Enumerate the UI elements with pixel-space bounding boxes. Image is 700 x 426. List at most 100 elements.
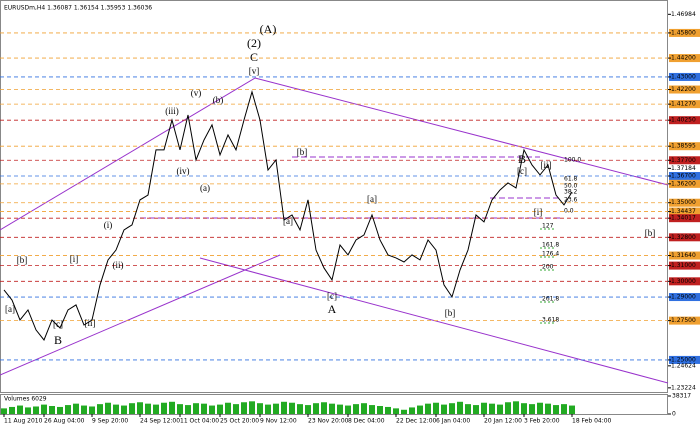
wave-label: [c] xyxy=(53,319,63,329)
volume-bar xyxy=(545,403,551,414)
fib-label: 100.0 xyxy=(564,157,581,164)
volume-bar xyxy=(497,404,503,414)
wave-label: (a) xyxy=(200,183,210,193)
volume-bar xyxy=(65,405,71,414)
fib-label: 261.8 xyxy=(542,296,559,303)
volume-bar xyxy=(81,405,87,414)
fib-label: 38.2 xyxy=(564,189,578,196)
volume-bar xyxy=(73,403,79,414)
fib-label: 23.6 xyxy=(564,197,578,204)
x-tick-label: 9 Nov 12:00 xyxy=(260,418,297,425)
volume-bar xyxy=(345,405,351,414)
fib-label: 176.4 xyxy=(542,251,559,258)
volume-bar xyxy=(553,405,559,414)
level-box xyxy=(669,277,700,286)
volume-bar xyxy=(281,401,287,414)
volume-bar xyxy=(449,403,455,414)
volume-bar xyxy=(265,404,271,414)
x-tick-label: 24 Sep 12:00 xyxy=(140,418,180,425)
volume-bar xyxy=(369,405,375,414)
volume-bar xyxy=(1,408,7,414)
level-box xyxy=(669,116,700,125)
fib-label: 0.0 xyxy=(564,208,574,215)
y-tick-label: 1.31000 xyxy=(671,262,696,269)
price-panel xyxy=(0,0,668,393)
level-box xyxy=(669,214,700,223)
volume-bar xyxy=(425,403,431,414)
wave-label: [i] xyxy=(70,254,79,264)
volume-bar xyxy=(89,406,95,414)
fib-label: 3.618 xyxy=(542,317,559,324)
volume-bar xyxy=(353,404,359,414)
wave-label: [a] xyxy=(283,216,293,226)
x-tick-label: 11 Oct 04:00 xyxy=(180,418,219,425)
wave-label: (i) xyxy=(104,220,113,230)
trendline xyxy=(0,77,256,231)
volume-bar xyxy=(313,403,319,414)
volume-bar xyxy=(201,403,207,414)
wave-label: [ii] xyxy=(85,318,96,328)
x-tick-label: 20 Jan 12:00 xyxy=(484,418,522,425)
volume-bar xyxy=(17,405,23,414)
volume-bar xyxy=(537,402,543,414)
y-tick-label: 1.24624 xyxy=(671,362,696,369)
chart-title: EURUSDm,H4 1.36087 1.36154 1.35953 1.360… xyxy=(4,5,152,12)
y-tick-label: 1.23224 xyxy=(671,384,696,391)
level-box xyxy=(669,156,700,165)
price-line xyxy=(3,90,573,341)
fib-label: 127 xyxy=(542,223,554,230)
volume-bar xyxy=(489,403,495,414)
volume-bar xyxy=(321,402,327,414)
volume-bar xyxy=(241,402,247,414)
volume-bar xyxy=(209,405,215,414)
y-tick-label: 1.35000 xyxy=(671,199,696,206)
y-tick-label: 1.46984 xyxy=(671,11,696,18)
level-box xyxy=(669,293,700,302)
wave-label: [v] xyxy=(249,66,260,76)
volume-bar xyxy=(329,403,335,414)
volume-bar xyxy=(41,404,47,414)
wave-label: [ii] xyxy=(541,160,552,170)
volume-tick-label: 38317 xyxy=(672,393,691,400)
volume-bar xyxy=(385,406,391,414)
level-box xyxy=(669,142,700,151)
wave-label: B xyxy=(54,333,62,347)
level-box xyxy=(669,171,700,180)
wave-label: (v) xyxy=(191,88,202,98)
x-tick-label: 18 Feb 04:00 xyxy=(572,418,612,425)
volume-bar xyxy=(441,404,447,414)
level-box xyxy=(669,100,700,109)
volume-bar xyxy=(465,404,471,414)
x-tick-label: 9 Sep 20:00 xyxy=(92,418,128,425)
volume-bar xyxy=(161,402,167,414)
wave-label: (ii) xyxy=(113,260,124,270)
volume-bar xyxy=(401,409,407,414)
volume-bar xyxy=(305,405,311,414)
volume-bar xyxy=(521,403,527,414)
volume-bar xyxy=(97,404,103,414)
volume-bar xyxy=(33,406,39,414)
x-tick-label: 23 Nov 20:00 xyxy=(308,418,349,425)
x-tick-label: 11 Aug 2010 xyxy=(4,418,43,425)
x-tick-label: 6 Jan 04:00 xyxy=(436,418,470,425)
y-tick-label: 1.40250 xyxy=(671,117,696,124)
y-tick-label: 1.31640 xyxy=(671,252,696,259)
volume-bar xyxy=(377,406,383,414)
wave-label: [i] xyxy=(534,207,543,217)
y-tick-label: 1.32800 xyxy=(671,234,696,241)
wave-label: A xyxy=(328,302,337,316)
fib-label: 50.0 xyxy=(564,183,578,190)
y-tick-label: 1.42200 xyxy=(671,86,696,93)
y-tick-label: 1.25000 xyxy=(671,356,696,363)
y-tick-label: 1.30000 xyxy=(671,278,696,285)
volume-tick-label: 0 xyxy=(672,411,676,418)
volume-bar xyxy=(121,405,127,414)
level-box xyxy=(669,207,700,216)
wave-label: [a] xyxy=(367,194,377,204)
volume-bar xyxy=(225,402,231,414)
level-box xyxy=(669,72,700,81)
volume-bar xyxy=(177,404,183,414)
y-tick-label: 1.37700 xyxy=(671,157,696,164)
level-box xyxy=(669,355,700,364)
